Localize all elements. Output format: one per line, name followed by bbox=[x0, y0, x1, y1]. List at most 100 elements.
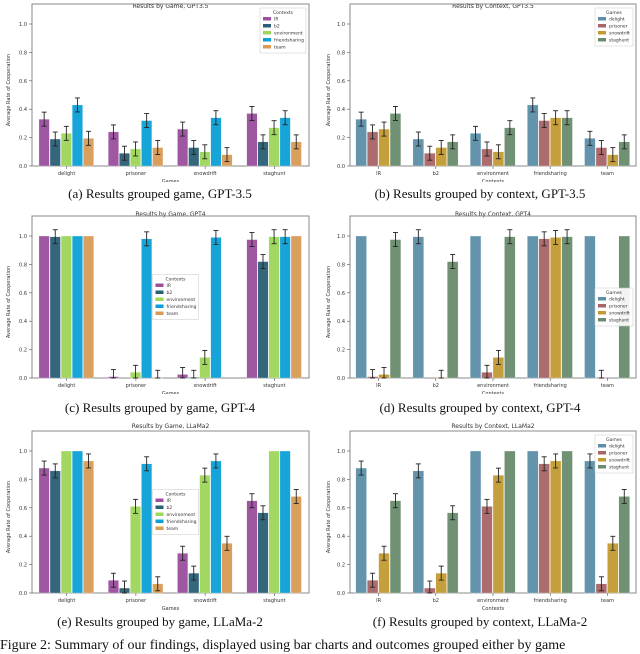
axes-frame bbox=[31, 215, 310, 379]
legend-label: prisoner bbox=[609, 304, 628, 310]
y-tick-label: 0.2 bbox=[19, 563, 27, 569]
bar bbox=[60, 235, 72, 379]
caption-d: (d) Results grouped by context, GPT-4 bbox=[379, 400, 581, 415]
bar bbox=[38, 467, 50, 594]
chart-panel-c: Results by Game, GPT4 0.0 0.2 0.4 0.6 0.8 1.0 A… bbox=[0, 208, 320, 394]
y-tick-label: 0.0 bbox=[337, 376, 345, 382]
bar bbox=[268, 450, 280, 594]
bar bbox=[550, 460, 562, 594]
legend-label: friendsharing bbox=[167, 519, 197, 525]
legend-swatch bbox=[598, 318, 606, 322]
legend-swatch bbox=[263, 45, 271, 49]
bar bbox=[504, 450, 516, 594]
y-tick-label: 0.8 bbox=[19, 50, 27, 56]
legend-swatch bbox=[598, 451, 606, 455]
bar bbox=[290, 235, 302, 379]
y-tick-label: 0.8 bbox=[19, 477, 27, 483]
y-tick-label: 0.8 bbox=[337, 262, 345, 268]
legend-swatch bbox=[598, 38, 606, 42]
y-tick-label: 0.2 bbox=[337, 348, 345, 354]
legend-swatch bbox=[155, 283, 164, 287]
legend-label: staghunt bbox=[609, 318, 629, 324]
x-axis-label: Games bbox=[162, 606, 180, 610]
y-tick-label: 0.4 bbox=[337, 534, 345, 540]
bar bbox=[550, 237, 562, 379]
y-tick-label: 0.0 bbox=[19, 376, 27, 382]
y-tick-label: 0.0 bbox=[337, 591, 345, 597]
bar bbox=[279, 236, 291, 379]
bar bbox=[607, 543, 619, 594]
legend-swatch bbox=[155, 297, 164, 301]
bar bbox=[561, 236, 573, 379]
bar bbox=[355, 467, 367, 594]
y-tick-label: 0.2 bbox=[337, 136, 345, 142]
bar bbox=[83, 235, 94, 379]
bar bbox=[504, 236, 516, 379]
legend-label: friendsharing bbox=[167, 304, 197, 310]
legend-swatch bbox=[598, 24, 606, 28]
bar bbox=[246, 239, 258, 379]
legend-label: delight bbox=[609, 17, 625, 23]
x-tick-label: prisoner bbox=[126, 598, 148, 604]
bar bbox=[141, 238, 153, 379]
chart-b: Results by Context, GPT3.5 0.0 0.2 0.4 0.6 0.… bbox=[326, 3, 637, 182]
y-tick-label: 0.4 bbox=[19, 107, 27, 113]
legend-swatch bbox=[155, 304, 164, 308]
bar bbox=[584, 235, 596, 379]
legend-title: Games bbox=[606, 437, 622, 443]
legend-swatch bbox=[263, 38, 271, 42]
axes-frame bbox=[31, 3, 310, 167]
bar bbox=[389, 113, 402, 167]
x-axis-label: Contexts bbox=[482, 391, 505, 394]
bar bbox=[584, 460, 596, 594]
bar bbox=[72, 104, 83, 167]
legend-label: staghunt bbox=[609, 465, 629, 471]
x-axis-label: Contexts bbox=[482, 179, 505, 182]
y-tick-label: 0.6 bbox=[19, 506, 27, 512]
bar bbox=[469, 235, 482, 379]
legend-swatch bbox=[598, 458, 606, 462]
bar bbox=[447, 512, 459, 594]
bar bbox=[210, 460, 222, 594]
legend-label: b2 bbox=[167, 290, 173, 296]
y-tick-label: 0.4 bbox=[337, 107, 345, 113]
legend-swatch bbox=[263, 31, 271, 35]
legend-label: IR bbox=[167, 283, 171, 289]
y-tick-label: 0.4 bbox=[19, 319, 27, 325]
y-tick-label: 1.0 bbox=[19, 234, 27, 240]
chart-panel-d: Results by Context, GPT4 0.0 0.2 0.4 0.6 0.8 1… bbox=[320, 208, 640, 394]
y-tick-label: 0.8 bbox=[337, 477, 345, 483]
y-tick-label: 0.4 bbox=[19, 534, 27, 540]
legend-label: prisoner bbox=[609, 24, 628, 30]
legend-label: environment bbox=[167, 297, 196, 303]
legend-swatch bbox=[155, 526, 164, 530]
figure-caption: Figure 2: Summary of our findings, displ… bbox=[0, 638, 566, 653]
x-tick-label: b2 bbox=[433, 171, 439, 177]
bar bbox=[141, 463, 153, 594]
legend-label: snowdrift bbox=[609, 31, 630, 37]
bar bbox=[257, 261, 269, 379]
legend-title: Contexts bbox=[166, 277, 187, 283]
x-tick-label: snowdrift bbox=[194, 171, 217, 177]
y-tick-label: 0.6 bbox=[19, 79, 27, 85]
legend-swatch bbox=[598, 297, 606, 301]
chart-panel-f: Results by Context, LLaMa2 0.0 0.2 0.4 0.6 0.… bbox=[320, 420, 640, 610]
legend-label: environment bbox=[274, 31, 303, 37]
y-tick-label: 1.0 bbox=[337, 234, 345, 240]
chart-title: Results by Game, GPT4 bbox=[135, 211, 205, 218]
bar bbox=[279, 450, 291, 594]
chart-e: Results by Game, LLaMa2 0.0 0.2 0.4 0.6 0.8 1.… bbox=[6, 423, 310, 610]
chart-title: Results by Context, LLaMa2 bbox=[451, 423, 534, 430]
caption-f: (f) Results grouped by context, LLaMa-2 bbox=[372, 614, 588, 629]
y-tick-label: 0.4 bbox=[337, 319, 345, 325]
legend-swatch bbox=[155, 290, 164, 294]
legend-swatch bbox=[155, 311, 164, 315]
chart-panel-a: Results by Game, GPT3.5 0.0 0.2 0.4 0.6 0.8 1.… bbox=[0, 0, 320, 182]
y-tick-label: 0.2 bbox=[19, 348, 27, 354]
bar bbox=[199, 474, 211, 594]
legend-swatch bbox=[263, 17, 271, 21]
